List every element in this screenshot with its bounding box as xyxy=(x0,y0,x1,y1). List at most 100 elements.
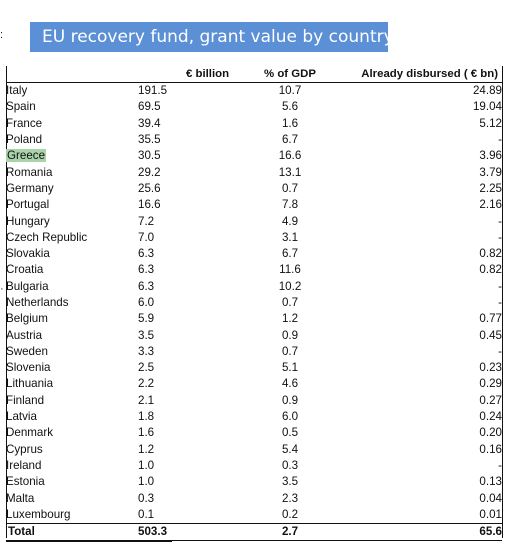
disbursed-cell: 0.23 xyxy=(479,361,502,375)
country-cell: Czech Republic xyxy=(6,230,88,244)
table-row: Lithuania 2.2 4.6 0.29 xyxy=(6,376,502,392)
eur-billion-cell: 0.1 xyxy=(138,507,155,521)
country-cell: Belgium xyxy=(6,312,48,326)
eur-billion-cell: 1.0 xyxy=(138,458,155,472)
pct-gdp-cell: 5.4 xyxy=(281,442,299,456)
eur-billion-cell: 69.5 xyxy=(138,100,161,114)
country-cell: Romania xyxy=(6,165,53,179)
pct-gdp-cell: 5.6 xyxy=(281,100,299,114)
bottom-rule xyxy=(6,541,172,542)
pct-gdp-cell: 6.0 xyxy=(281,410,299,424)
pct-gdp-cell: 6.7 xyxy=(281,133,299,147)
country-cell: Estonia xyxy=(6,475,45,489)
table-row: Austria 3.5 0.9 0.45 xyxy=(6,327,502,343)
table-row: Netherlands 6.0 0.7 - xyxy=(6,295,502,311)
total-gdp: 2.7 xyxy=(238,523,342,542)
total-row: Total 503.3 2.7 65.6 xyxy=(6,523,502,542)
disbursed-cell: 0.82 xyxy=(479,247,502,261)
table-row: Poland 35.5 6.7 - xyxy=(6,132,502,148)
total-label: Total xyxy=(6,523,138,542)
pct-gdp-cell: 3.1 xyxy=(281,230,299,244)
highlighted-country: Greece xyxy=(6,149,47,163)
eur-billion-cell: 39.4 xyxy=(138,116,161,130)
country-cell: Luxembourg xyxy=(6,507,71,521)
eur-billion-cell: 2.5 xyxy=(138,361,155,375)
pct-gdp-cell: 0.7 xyxy=(281,181,299,195)
eur-billion-cell: 0.3 xyxy=(138,491,155,505)
disbursed-cell: 0.04 xyxy=(479,491,502,505)
table-title: EU recovery fund, grant value by country xyxy=(42,27,394,47)
disbursed-cell: 0.29 xyxy=(479,377,502,391)
table-row: France 39.4 1.6 5.12 xyxy=(6,116,502,132)
country-cell: Denmark xyxy=(6,426,54,440)
table-row: Portugal 16.6 7.8 2.16 xyxy=(6,197,502,213)
eur-billion-cell: 1.0 xyxy=(138,475,155,489)
pct-gdp-cell: 5.1 xyxy=(281,361,299,375)
country-cell: Hungary xyxy=(6,214,50,228)
country-cell: Croatia xyxy=(6,263,44,277)
eur-billion-cell: 1.2 xyxy=(138,442,155,456)
header-row: € billion % of GDP Already disbursed ( €… xyxy=(6,66,502,83)
disbursed-cell: 0.20 xyxy=(479,426,502,440)
disbursed-cell: - xyxy=(498,296,502,309)
pct-gdp-cell: 1.2 xyxy=(281,312,299,326)
table-row: Croatia 6.3 11.6 0.82 xyxy=(6,262,502,278)
table-row: Romania 29.2 13.1 3.79 xyxy=(6,164,502,180)
country-cell: Germany xyxy=(6,181,54,195)
eur-billion-cell: 30.5 xyxy=(138,149,161,163)
country-cell: Greece xyxy=(6,148,138,164)
pct-gdp-cell: 10.7 xyxy=(278,84,302,98)
disbursed-cell: - xyxy=(498,279,502,293)
disbursed-cell: 0.16 xyxy=(479,442,502,456)
table-row: Greece 30.5 16.6 3.96 xyxy=(6,148,502,164)
disbursed-cell: 0.01 xyxy=(479,507,502,521)
country-cell: Italy xyxy=(6,84,28,98)
pct-gdp-cell: 2.3 xyxy=(281,491,299,505)
eur-billion-cell: 6.0 xyxy=(138,296,155,309)
pct-gdp-cell: 3.5 xyxy=(281,475,299,489)
country-cell: Sweden xyxy=(6,344,48,358)
pct-gdp-cell: 13.1 xyxy=(278,165,302,179)
country-cell: Malta xyxy=(6,491,35,505)
disbursed-cell: 0.13 xyxy=(479,475,502,489)
eur-billion-cell: 3.3 xyxy=(138,344,155,358)
table-row: Italy 191.5 10.7 24.89 xyxy=(6,83,502,100)
eur-billion-cell: 7.0 xyxy=(138,230,155,244)
eur-billion-cell: 16.6 xyxy=(138,198,161,212)
table-row: Finland 2.1 0.9 0.27 xyxy=(6,393,502,409)
pct-gdp-cell: 0.2 xyxy=(281,507,299,521)
title-banner: EU recovery fund, grant value by country xyxy=(30,22,394,52)
table-row: Belgium 5.9 1.2 0.77 xyxy=(6,311,502,327)
disbursed-cell: 0.27 xyxy=(479,393,502,407)
disbursed-cell: 0.77 xyxy=(479,312,502,326)
pct-gdp-cell: 10.2 xyxy=(278,279,302,293)
eur-billion-cell: 1.6 xyxy=(138,426,155,440)
table-row: Spain 69.5 5.6 19.04 xyxy=(6,99,502,115)
eur-billion-cell: 6.3 xyxy=(138,247,155,261)
table-row: Slovakia 6.3 6.7 0.82 xyxy=(6,246,502,262)
eur-billion-cell: 2.2 xyxy=(138,377,155,391)
table-row: Slovenia 2.5 5.1 0.23 xyxy=(6,360,502,376)
eur-billion-cell: 5.9 xyxy=(138,312,155,326)
eur-billion-cell: 2.1 xyxy=(138,393,155,407)
pct-gdp-cell: 0.7 xyxy=(281,296,299,309)
country-cell: France xyxy=(6,116,43,130)
country-cell: Latvia xyxy=(6,410,37,424)
table-row: Sweden 3.3 0.7 - xyxy=(6,344,502,360)
pct-gdp-cell: 0.7 xyxy=(281,344,299,358)
country-cell: Bulgaria xyxy=(6,279,49,293)
country-cell: Netherlands xyxy=(6,296,69,309)
disbursed-cell: 2.25 xyxy=(479,181,502,195)
pct-gdp-cell: 11.6 xyxy=(279,263,301,277)
header-country xyxy=(6,66,138,83)
disbursed-cell: 3.79 xyxy=(479,165,502,179)
pct-gdp-cell: 6.7 xyxy=(281,247,299,261)
table-row: Latvia 1.8 6.0 0.24 xyxy=(6,409,502,425)
table-row: Czech Republic 7.0 3.1 - xyxy=(6,230,502,246)
total-eur: 503.3 xyxy=(138,523,238,542)
table-row: Bulgaria 6.3 10.2 - xyxy=(6,279,502,295)
eur-billion-cell: 1.8 xyxy=(138,410,155,424)
pct-gdp-cell: 0.9 xyxy=(281,328,299,342)
country-cell: Portugal xyxy=(6,198,50,212)
table-row: Ireland 1.0 0.3 - xyxy=(6,458,502,474)
